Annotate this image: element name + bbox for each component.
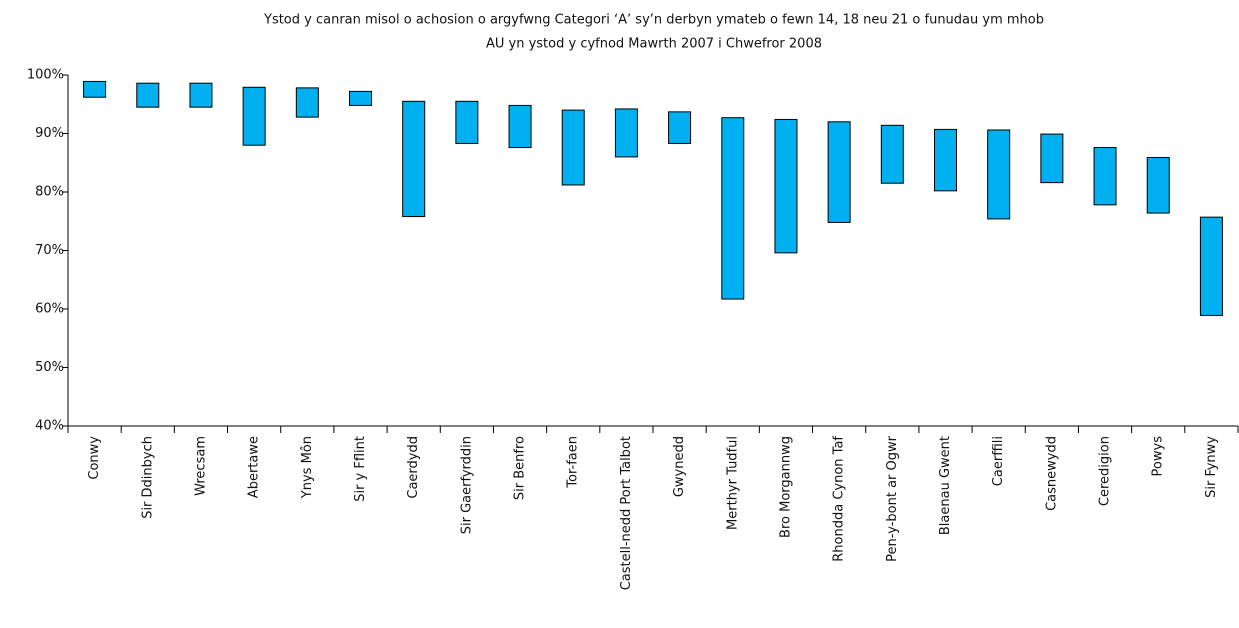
- y-tick-label: 90%: [35, 126, 64, 141]
- chart-title: Ystod y canran misol o achosion o argyfw…: [263, 13, 1044, 28]
- x-tick-label: Caerdydd: [406, 436, 421, 499]
- x-tick-label: Powys: [1151, 436, 1166, 477]
- bar: [136, 82, 160, 108]
- bar: [508, 104, 532, 149]
- y-tick-label: 80%: [35, 185, 64, 200]
- bar: [189, 82, 213, 108]
- x-tick-label: Ceredigion: [1098, 436, 1113, 506]
- x-tick-label: Sir Fynwy: [1204, 436, 1219, 498]
- x-tick-label: Sir y Fflint: [353, 436, 368, 502]
- x-tick-label: Wrecsam: [193, 436, 208, 496]
- chart-title: AU yn ystod y cyfnod Mawrth 2007 i Chwef…: [486, 37, 822, 52]
- bar: [668, 111, 692, 144]
- x-tick-label: Gwynedd: [672, 436, 687, 497]
- bar: [561, 109, 585, 186]
- x-tick-label: Caerffili: [991, 436, 1006, 486]
- y-tick-label: 60%: [35, 302, 64, 317]
- x-tick-label: Conwy: [87, 436, 102, 480]
- x-tick-label: Sir Gaerfyrddin: [459, 436, 474, 534]
- bar: [721, 117, 745, 300]
- x-tick-label: Tor-faen: [566, 436, 581, 489]
- x-tick-label: Abertawe: [247, 436, 262, 498]
- bar: [934, 128, 957, 192]
- bar: [1093, 147, 1117, 206]
- bar: [987, 129, 1011, 220]
- bar: [880, 124, 904, 184]
- bar: [242, 86, 266, 146]
- bar: [827, 121, 851, 223]
- x-tick-label: Merthyr Tudful: [725, 436, 740, 530]
- x-tick-label: Blaenau Gwent: [938, 436, 953, 535]
- y-tick-label: 70%: [35, 243, 64, 258]
- bar: [1199, 216, 1223, 316]
- bar: [1040, 133, 1064, 184]
- x-tick-label: Pen-y-bont ar Ogwr: [885, 435, 900, 561]
- x-tick-label: Sir Benfro: [513, 436, 528, 500]
- bar: [295, 87, 319, 118]
- bar: [455, 100, 479, 144]
- y-tick-label: 100%: [27, 68, 64, 83]
- x-tick-label: Bro Morgannwg: [778, 436, 793, 538]
- x-tick-label: Castell-nedd Port Talbot: [619, 436, 634, 590]
- x-tick-label: Sir Ddinbych: [140, 436, 155, 519]
- x-tick-label: Ynys Môn: [300, 436, 315, 499]
- x-tick-label: Rhondda Cynon Taf: [832, 436, 847, 562]
- y-tick-label: 40%: [35, 419, 64, 434]
- bar: [774, 118, 798, 254]
- y-tick-label: 50%: [35, 360, 64, 375]
- bar: [83, 80, 107, 98]
- bar: [614, 108, 638, 158]
- bar: [402, 100, 426, 218]
- bar: [349, 90, 372, 106]
- bar: [1146, 156, 1170, 214]
- x-tick-label: Casnewydd: [1044, 436, 1059, 511]
